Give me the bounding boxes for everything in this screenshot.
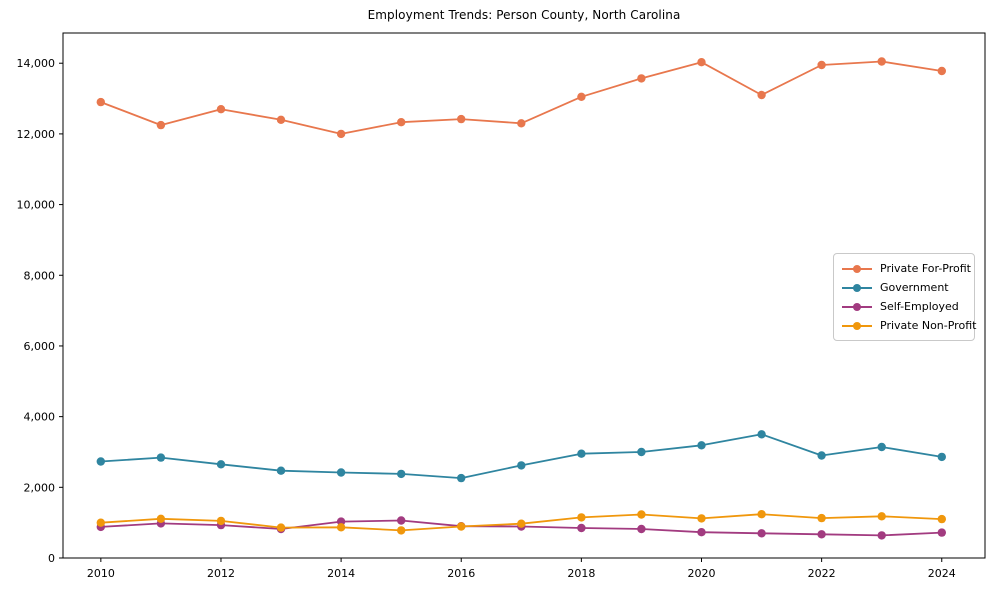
data-point-private-for-profit-2017 [517,119,526,128]
x-tick-label: 2020 [687,567,715,580]
legend-label-private-non-profit: Private Non-Profit [880,319,977,332]
data-point-private-non-profit-2010 [96,518,106,527]
data-point-private-for-profit-2012 [216,105,226,114]
data-point-private-for-profit-2010 [96,97,106,107]
series-private-non-profit [96,510,946,535]
data-point-private-non-profit-2018 [577,513,586,522]
data-point-private-non-profit-2017 [517,519,526,528]
x-axis: 2010 2012 2014 2016 2018 2020 2022 2024 [87,558,956,580]
data-point-private-for-profit-2018 [577,92,586,102]
data-point-private-non-profit-2022 [817,513,826,523]
legend-marker-private-for-profit [842,264,872,274]
data-point-government-2010 [96,457,106,466]
y-tick-label: 0 [48,552,55,565]
series-private-for-profit [96,57,946,139]
data-point-government-2015 [397,469,406,479]
data-point-government-2016 [457,473,466,483]
legend-label-government: Government [880,281,949,294]
x-tick-label: 2012 [207,567,235,580]
data-point-government-2024 [937,452,946,462]
data-point-private-for-profit-2021 [757,90,766,100]
data-point-self-employed-2021 [757,529,766,538]
data-point-private-non-profit-2016 [457,522,466,531]
data-point-government-2013 [276,466,286,475]
y-tick-label: 10,000 [17,199,56,212]
data-point-private-non-profit-2019 [637,510,646,519]
series-line-government [99,433,943,480]
data-point-self-employed-2023 [877,531,886,540]
data-point-private-non-profit-2014 [336,523,346,532]
legend-label-self-employed: Self-Employed [880,300,959,313]
data-point-government-2017 [517,461,526,470]
legend: Private For-Profit Government Self-Employe… [833,253,976,341]
data-point-self-employed-2022 [817,530,826,539]
x-tick-label: 2024 [928,567,956,580]
data-point-private-non-profit-2013 [276,523,286,532]
y-tick-label: 6,000 [24,340,56,353]
data-point-private-non-profit-2021 [757,510,766,519]
data-point-private-non-profit-2020 [697,514,706,523]
data-point-private-non-profit-2015 [397,526,406,535]
data-point-self-employed-2019 [637,524,646,534]
y-tick-label: 12,000 [17,128,56,141]
data-point-self-employed-2024 [937,528,946,537]
y-tick-label: 2,000 [24,481,56,494]
data-point-private-for-profit-2011 [156,120,166,130]
legend-item-private-non-profit: Private Non-Profit [842,316,976,335]
data-point-self-employed-2015 [397,516,406,525]
data-point-government-2021 [757,430,766,439]
series-government [96,430,946,483]
y-axis: 0 2,000 4,000 6,000 8,000 10,000 12,000 14,000 [17,57,63,565]
data-point-private-for-profit-2014 [336,129,346,139]
legend-item-private-for-profit: Private For-Profit [842,259,971,278]
data-point-private-for-profit-2023 [877,57,886,66]
data-point-self-employed-2020 [697,528,706,537]
x-tick-label: 2016 [447,567,475,580]
y-tick-label: 8,000 [24,269,56,282]
data-point-government-2012 [216,460,226,469]
data-point-private-for-profit-2015 [397,118,406,127]
chart-title: Employment Trends: Person County, North … [367,8,681,22]
data-point-government-2011 [156,453,166,462]
y-tick-label: 4,000 [24,411,56,424]
x-tick-label: 2018 [567,567,595,580]
data-point-government-2014 [336,468,346,477]
y-tick-label: 14,000 [17,57,56,70]
data-point-government-2022 [817,451,826,460]
data-point-private-non-profit-2023 [877,512,886,521]
legend-item-government: Government [842,278,966,297]
x-tick-label: 2010 [87,567,115,580]
legend-label-private-for-profit: Private For-Profit [880,262,971,275]
data-point-self-employed-2018 [577,523,586,533]
data-point-private-for-profit-2020 [697,58,706,67]
data-point-private-for-profit-2024 [937,66,946,76]
legend-item-self-employed: Self-Employed [842,297,966,316]
data-point-private-for-profit-2016 [457,114,466,124]
data-point-government-2023 [877,442,886,452]
plot-border [62,32,986,559]
data-point-government-2019 [637,447,646,457]
data-point-private-for-profit-2013 [276,115,286,125]
data-point-private-non-profit-2011 [156,514,166,523]
legend-marker-government [842,283,872,293]
data-point-private-for-profit-2019 [637,74,646,83]
x-tick-label: 2014 [327,567,355,580]
legend-marker-private-non-profit [842,321,872,331]
data-point-private-non-profit-2012 [216,516,226,526]
legend-marker-self-employed [842,302,872,312]
x-tick-label: 2022 [808,567,836,580]
data-point-private-for-profit-2022 [817,60,826,70]
data-point-government-2018 [577,449,586,458]
data-point-private-non-profit-2024 [937,514,946,524]
data-point-government-2020 [697,441,706,450]
